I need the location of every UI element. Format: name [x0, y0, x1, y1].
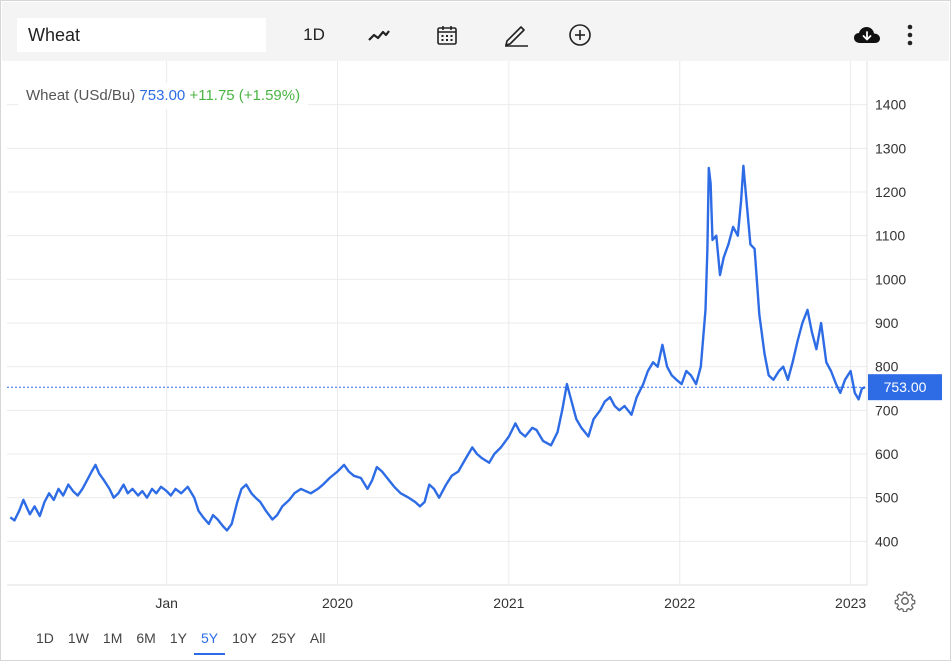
range-button-all[interactable]: All — [309, 630, 326, 646]
x-tick-label: 2022 — [664, 595, 695, 611]
legend-price: 753.00 — [139, 87, 186, 104]
last-price-label: 753.00 — [884, 379, 927, 395]
range-button-1w[interactable]: 1W — [67, 630, 89, 646]
y-tick-label: 1200 — [875, 184, 906, 200]
legend-symbol: Wheat (USd/Bu) — [26, 87, 136, 104]
range-button-1m[interactable]: 1M — [102, 630, 123, 646]
range-button-5y[interactable]: 5Y — [193, 623, 226, 655]
price-series-line — [9, 164, 866, 532]
last-price-tag: 753.00 — [868, 374, 942, 401]
x-axis-ticks: Jan 2020 2021 2022 2023 — [155, 595, 866, 611]
interval-button[interactable]: 1D — [303, 25, 325, 44]
add-circle-icon[interactable] — [565, 20, 595, 50]
y-axis-ticks: 400 500 600 700 800 900 1000 1100 1200 1300 1400 — [875, 97, 906, 550]
line-chart-icon[interactable] — [364, 20, 394, 50]
y-tick-label: 900 — [875, 315, 899, 331]
toolbar: Wheat 1D — [2, 2, 949, 61]
calendar-icon[interactable] — [432, 20, 462, 50]
range-button-25y[interactable]: 25Y — [270, 630, 296, 646]
legend-change: +11.75 (+1.59%) — [189, 87, 301, 104]
more-vertical-icon[interactable] — [898, 20, 922, 50]
grid — [7, 61, 867, 585]
y-tick-label: 1300 — [875, 140, 906, 156]
chart-legend: Wheat (USd/Bu) 753.00 +11.75 (+1.59%) — [18, 83, 309, 109]
y-tick-label: 500 — [875, 490, 899, 506]
x-tick-label: Jan — [155, 595, 178, 611]
settings-gear-icon[interactable] — [894, 590, 916, 613]
pencil-icon[interactable] — [500, 20, 532, 50]
x-tick-label: 2023 — [835, 595, 866, 611]
symbol-search-input[interactable]: Wheat — [17, 18, 266, 52]
range-button-10y[interactable]: 10Y — [232, 630, 257, 646]
cloud-download-icon[interactable] — [852, 20, 882, 50]
range-button-1d[interactable]: 1D — [36, 630, 54, 646]
y-tick-label: 1400 — [875, 97, 906, 113]
x-tick-label: 2021 — [493, 595, 524, 611]
range-selector: 1D 1W 1M 6M 1Y 5Y 10Y 25Y All — [29, 623, 332, 657]
y-tick-label: 400 — [875, 533, 899, 549]
y-tick-label: 1100 — [875, 228, 905, 244]
range-button-1y[interactable]: 1Y — [169, 630, 187, 646]
y-tick-label: 800 — [875, 359, 899, 375]
y-tick-label: 600 — [875, 446, 899, 462]
y-tick-label: 700 — [875, 402, 899, 418]
y-tick-label: 1000 — [875, 271, 906, 287]
x-tick-label: 2020 — [322, 595, 353, 611]
range-button-6m[interactable]: 6M — [136, 630, 156, 646]
